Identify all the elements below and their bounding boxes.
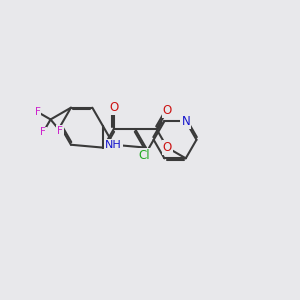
Text: O: O: [163, 141, 172, 154]
Text: F: F: [57, 126, 63, 136]
Text: F: F: [34, 107, 40, 117]
Text: O: O: [163, 104, 172, 117]
Text: N: N: [182, 115, 190, 128]
Text: F: F: [40, 128, 46, 137]
Text: Cl: Cl: [139, 149, 150, 162]
Text: NH: NH: [105, 140, 122, 150]
Text: O: O: [109, 101, 119, 114]
